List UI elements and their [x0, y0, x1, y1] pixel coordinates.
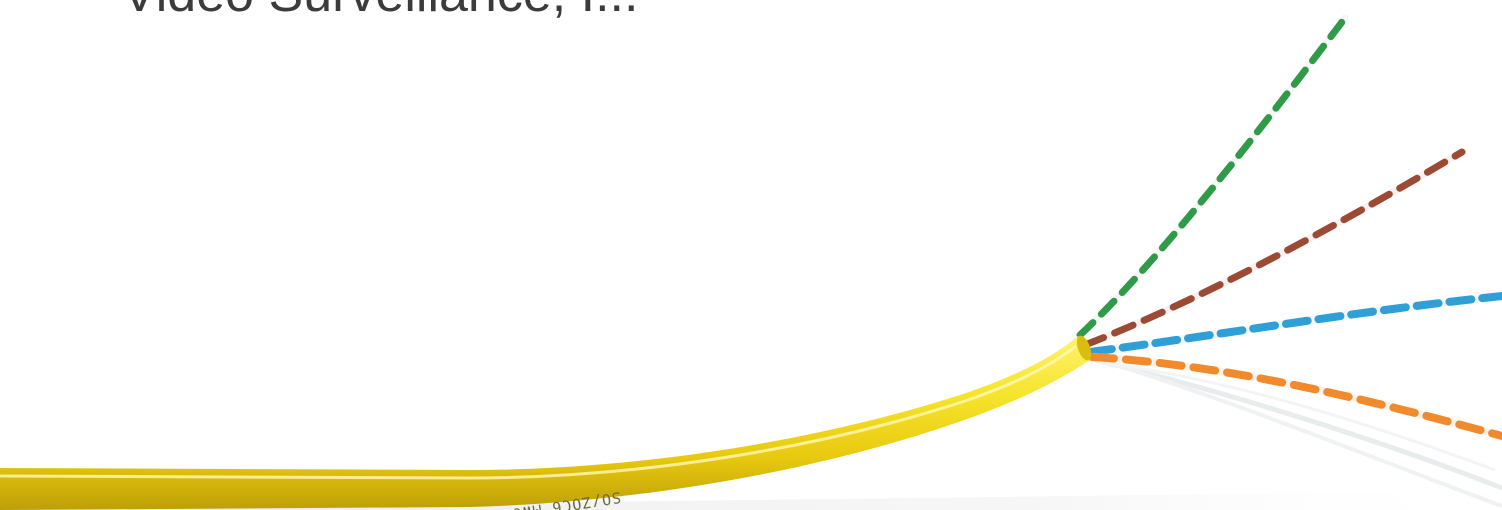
headline-text: Video Surveillance, I...	[122, 0, 638, 20]
brown-wire-pair	[1081, 148, 1466, 349]
green-wire-pair	[1076, 14, 1349, 339]
orange-wire-pair	[1088, 353, 1502, 440]
cable-jacket	[0, 336, 1090, 510]
white-strands	[1091, 356, 1502, 508]
cable-jacket-end	[1076, 335, 1092, 361]
cable-jacket-highlight	[0, 344, 1077, 480]
blue-wire-pair	[1086, 292, 1502, 356]
